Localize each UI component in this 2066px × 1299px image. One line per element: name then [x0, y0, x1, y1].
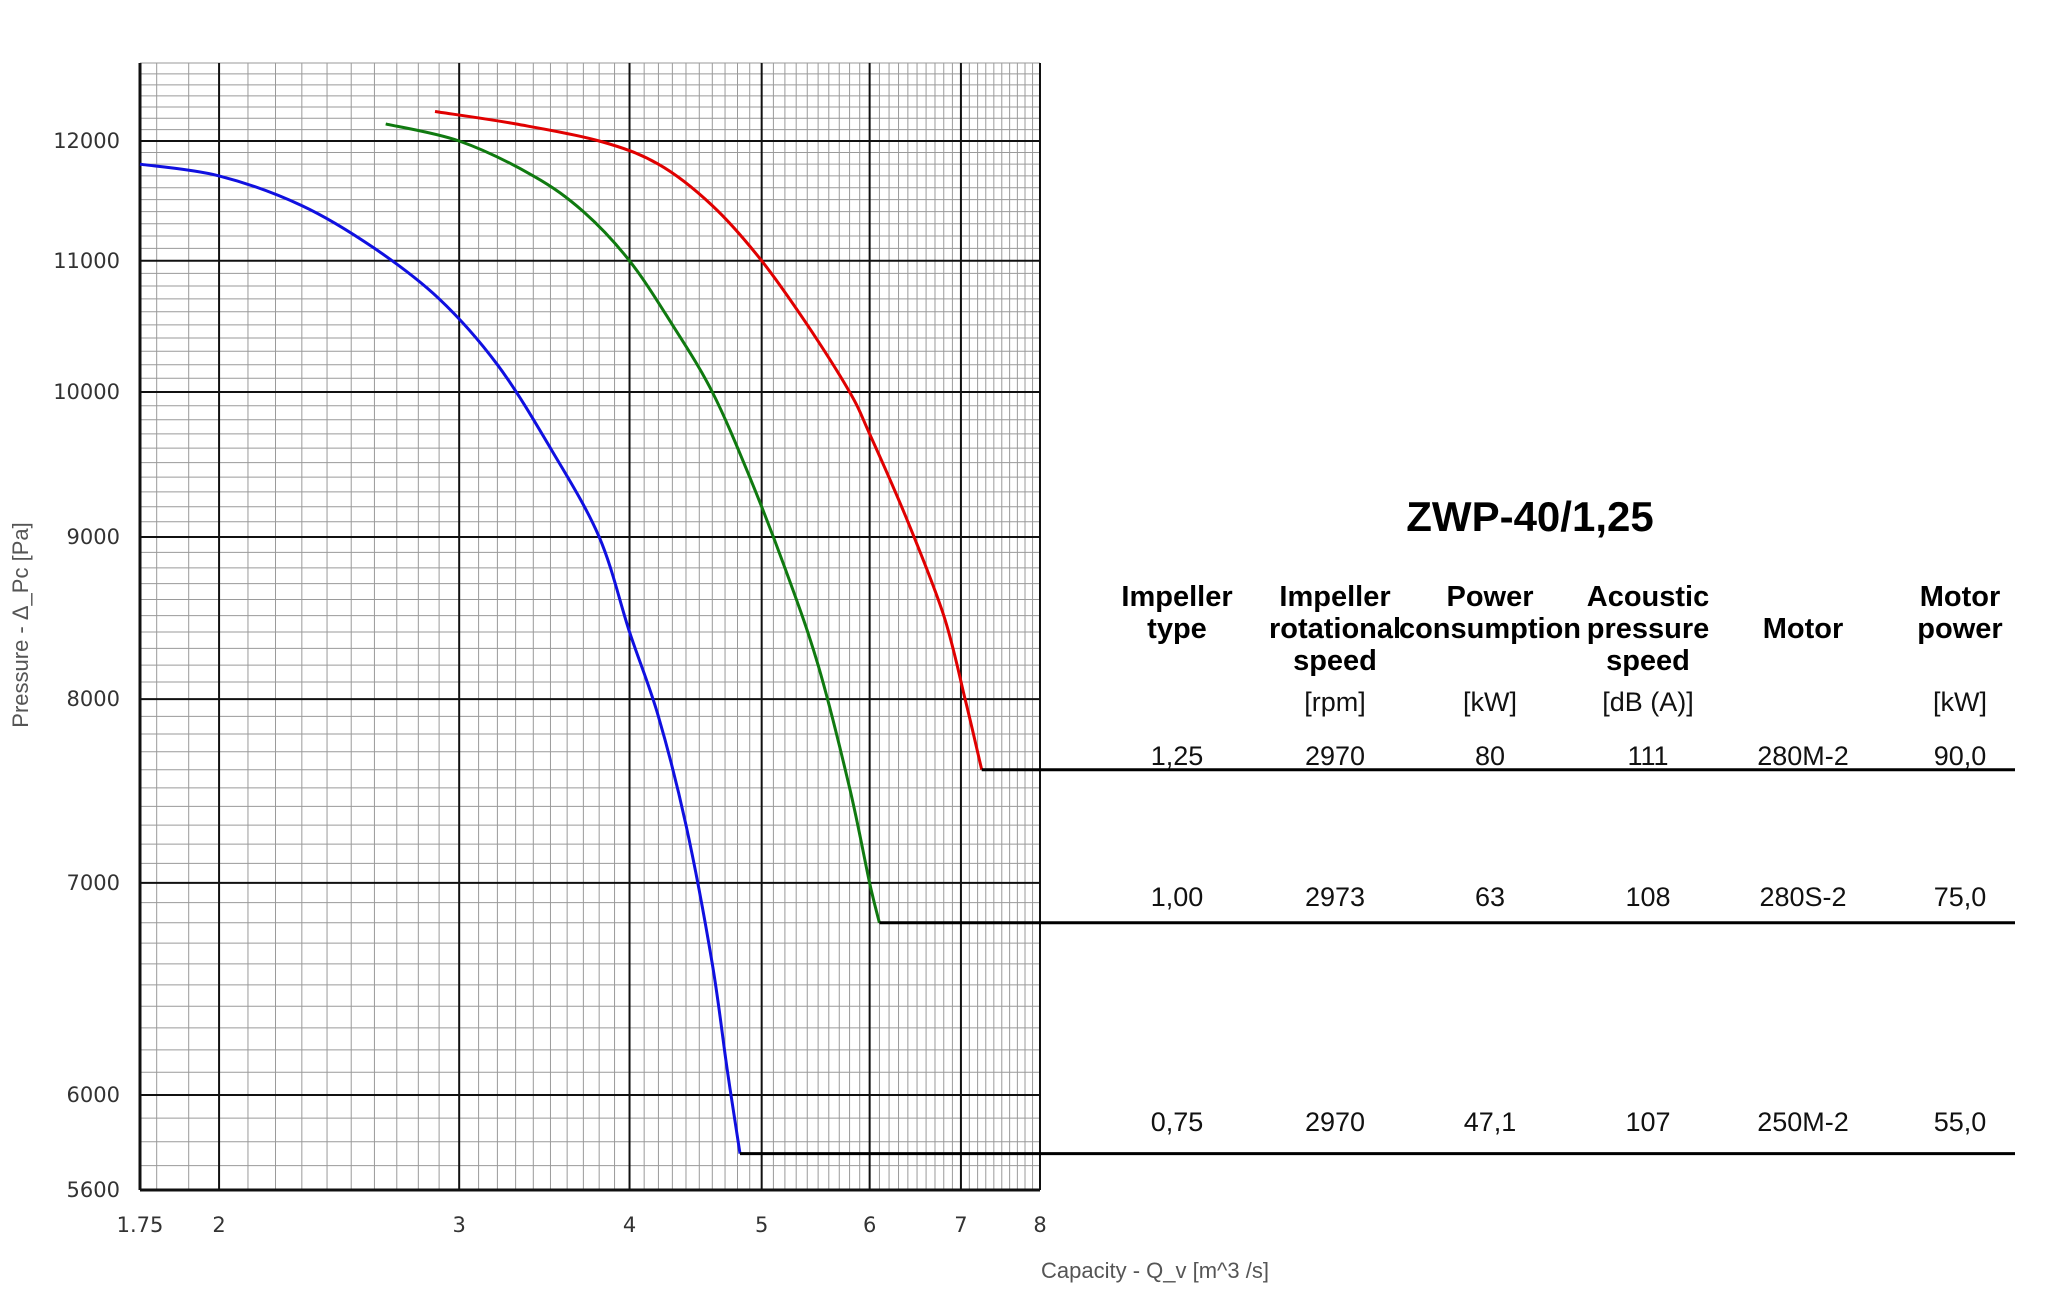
table-cell: 47,1 [1464, 1107, 1517, 1137]
grid-major [140, 63, 1041, 1190]
table-unit-3: [kW] [1463, 687, 1517, 717]
table-cell: 108 [1625, 882, 1670, 912]
performance-curves [139, 110, 984, 1154]
x-tick-label: 2 [212, 1213, 225, 1237]
y-tick-label: 6000 [67, 1083, 120, 1107]
x-tick-label: 6 [863, 1213, 876, 1237]
specification-table: ImpellertypeImpellerrotationalspeed[rpm]… [1121, 581, 2002, 1137]
table-unit-2: [rpm] [1304, 687, 1366, 717]
table-header-1: Impeller [1121, 581, 1232, 613]
table-header-2: speed [1293, 645, 1377, 677]
table-title: ZWP-40/1,25 [1406, 493, 1653, 540]
curve-impeller-1-25 [434, 110, 984, 771]
table-header-4: speed [1606, 645, 1690, 677]
table-cell: 2973 [1305, 882, 1365, 912]
x-tick-labels: 1.75 2 3 4 5 6 7 8 [117, 1213, 1047, 1237]
x-tick-label: 1.75 [117, 1213, 164, 1237]
table-cell: 2970 [1305, 741, 1365, 771]
table-cell: 90,0 [1934, 741, 1987, 771]
table-header-5: Motor [1763, 613, 1844, 645]
table-cell: 1,25 [1151, 741, 1204, 771]
grid-minor [140, 62, 1041, 1190]
y-tick-labels: 5600 6000 7000 8000 9000 10000 11000 12000 [53, 129, 120, 1202]
table-unit-4: [dB (A)] [1602, 687, 1694, 717]
table-unit-6: [kW] [1933, 687, 1987, 717]
table-header-4: Acoustic [1587, 581, 1709, 613]
x-tick-label: 3 [452, 1213, 465, 1237]
curve-impeller-1-00 [385, 122, 881, 924]
y-tick-label: 8000 [67, 687, 120, 711]
table-cell: 1,00 [1151, 882, 1204, 912]
table-cell: 55,0 [1934, 1107, 1987, 1137]
table-header-2: rotational [1269, 613, 1401, 645]
table-header-3: consumption [1399, 613, 1581, 645]
table-cell: 107 [1625, 1107, 1670, 1137]
curve-impeller-0-75 [139, 162, 742, 1154]
x-axis-title: Capacity - Q_v [m^3 /s] [1041, 1258, 1269, 1283]
table-cell: 63 [1475, 882, 1505, 912]
curve-leader-lines [739, 768, 2015, 1156]
x-tick-label: 8 [1033, 1213, 1046, 1237]
table-header-1: type [1147, 613, 1207, 645]
y-tick-label: 7000 [67, 871, 120, 895]
table-cell: 280M-2 [1757, 741, 1849, 771]
table-cell: 280S-2 [1759, 882, 1846, 912]
x-tick-label: 7 [954, 1213, 967, 1237]
table-cell: 250M-2 [1757, 1107, 1849, 1137]
table-header-6: power [1917, 613, 2002, 645]
table-header-6: Motor [1920, 581, 2001, 613]
table-header-4: pressure [1587, 613, 1710, 645]
y-tick-label: 11000 [53, 249, 120, 273]
y-axis-title: Pressure - Δ_Pc [Pa] [8, 522, 33, 727]
table-cell: 80 [1475, 741, 1505, 771]
y-tick-label: 9000 [67, 525, 120, 549]
x-tick-label: 4 [623, 1213, 636, 1237]
x-tick-label: 5 [755, 1213, 768, 1237]
y-tick-label: 10000 [53, 380, 120, 404]
axes [138, 63, 1040, 1192]
y-tick-label: 5600 [67, 1178, 120, 1202]
table-cell: 75,0 [1934, 882, 1987, 912]
table-cell: 111 [1627, 741, 1668, 771]
table-cell: 2970 [1305, 1107, 1365, 1137]
table-header-3: Power [1446, 581, 1533, 613]
table-header-2: Impeller [1279, 581, 1390, 613]
table-cell: 0,75 [1151, 1107, 1204, 1137]
y-tick-label: 12000 [53, 129, 120, 153]
